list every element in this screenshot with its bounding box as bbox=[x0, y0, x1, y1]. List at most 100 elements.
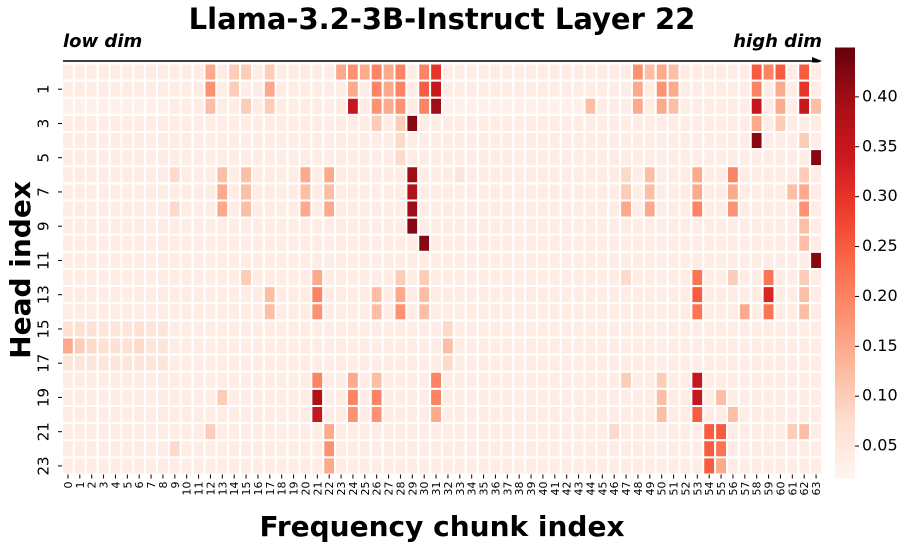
cell bbox=[749, 165, 764, 185]
cell bbox=[286, 336, 301, 356]
cell bbox=[488, 353, 503, 373]
cell bbox=[571, 62, 586, 82]
cell bbox=[559, 182, 574, 202]
cell bbox=[239, 405, 253, 425]
cell bbox=[619, 165, 633, 185]
cell bbox=[702, 336, 717, 356]
cell bbox=[595, 336, 610, 356]
cell bbox=[334, 319, 348, 339]
cell bbox=[642, 199, 657, 219]
cell bbox=[571, 165, 586, 185]
cell bbox=[666, 182, 681, 202]
y-tick-label: 13 bbox=[35, 285, 53, 304]
cell bbox=[714, 165, 728, 185]
cell bbox=[120, 405, 135, 425]
cell bbox=[61, 250, 75, 270]
cell bbox=[809, 387, 823, 407]
cell bbox=[191, 131, 206, 151]
cell bbox=[631, 387, 645, 407]
x-tick-label: 18 bbox=[276, 482, 289, 496]
cell bbox=[714, 268, 728, 288]
cell bbox=[761, 268, 776, 288]
cell bbox=[654, 370, 669, 390]
cell bbox=[642, 96, 657, 116]
cell bbox=[547, 250, 562, 270]
cell bbox=[179, 456, 194, 476]
colorbar-strip bbox=[835, 65, 855, 70]
cell bbox=[191, 302, 206, 322]
cell bbox=[227, 131, 242, 151]
cell bbox=[797, 302, 812, 322]
cell bbox=[274, 233, 289, 253]
cell bbox=[559, 387, 574, 407]
colorbar-strip bbox=[835, 54, 855, 60]
cell bbox=[239, 319, 253, 339]
cell bbox=[274, 370, 289, 390]
cell bbox=[476, 216, 491, 236]
cell bbox=[132, 285, 147, 305]
cell bbox=[619, 387, 633, 407]
cell bbox=[809, 353, 823, 373]
cell bbox=[464, 148, 479, 168]
cell bbox=[797, 370, 812, 390]
cell bbox=[726, 353, 740, 373]
cell bbox=[559, 439, 574, 459]
cell bbox=[144, 370, 158, 390]
cell bbox=[654, 250, 669, 270]
cell bbox=[797, 182, 812, 202]
cell bbox=[251, 148, 265, 168]
cell bbox=[524, 268, 538, 288]
cell bbox=[654, 439, 669, 459]
cell bbox=[737, 79, 752, 99]
cell bbox=[96, 148, 111, 168]
cell bbox=[749, 285, 764, 305]
cell bbox=[488, 113, 503, 133]
colorbar-strip bbox=[835, 219, 855, 225]
cell bbox=[714, 319, 728, 339]
cell bbox=[227, 62, 242, 82]
cell bbox=[761, 182, 776, 202]
cell bbox=[239, 250, 253, 270]
cell bbox=[215, 387, 230, 407]
cell bbox=[702, 319, 717, 339]
cell bbox=[84, 96, 99, 116]
cell bbox=[619, 250, 633, 270]
cell bbox=[524, 336, 538, 356]
cell bbox=[262, 131, 277, 151]
cell bbox=[61, 182, 75, 202]
cell bbox=[215, 285, 230, 305]
x-tick-label: 48 bbox=[632, 482, 645, 496]
cell bbox=[357, 148, 372, 168]
cell bbox=[322, 353, 337, 373]
cell bbox=[512, 336, 527, 356]
cell bbox=[179, 405, 194, 425]
cell bbox=[583, 216, 598, 236]
cell bbox=[797, 319, 812, 339]
x-axis-label: Frequency chunk index bbox=[259, 510, 624, 543]
cell bbox=[512, 387, 527, 407]
cell bbox=[191, 113, 206, 133]
cell bbox=[357, 387, 372, 407]
cell bbox=[761, 148, 776, 168]
cell bbox=[571, 422, 586, 442]
cell bbox=[96, 422, 111, 442]
cell bbox=[346, 96, 360, 116]
cell bbox=[797, 199, 812, 219]
cell bbox=[797, 422, 812, 442]
cell bbox=[393, 319, 408, 339]
cell bbox=[203, 79, 218, 99]
cell bbox=[381, 353, 396, 373]
cell bbox=[429, 387, 443, 407]
cell bbox=[452, 268, 467, 288]
cell bbox=[595, 62, 610, 82]
cell bbox=[631, 422, 645, 442]
cell bbox=[571, 353, 586, 373]
cell bbox=[773, 302, 788, 322]
cell bbox=[809, 182, 823, 202]
cell bbox=[286, 96, 301, 116]
cell bbox=[120, 456, 135, 476]
cell bbox=[619, 233, 633, 253]
cell bbox=[429, 336, 443, 356]
cell bbox=[167, 216, 182, 236]
cell bbox=[239, 439, 253, 459]
